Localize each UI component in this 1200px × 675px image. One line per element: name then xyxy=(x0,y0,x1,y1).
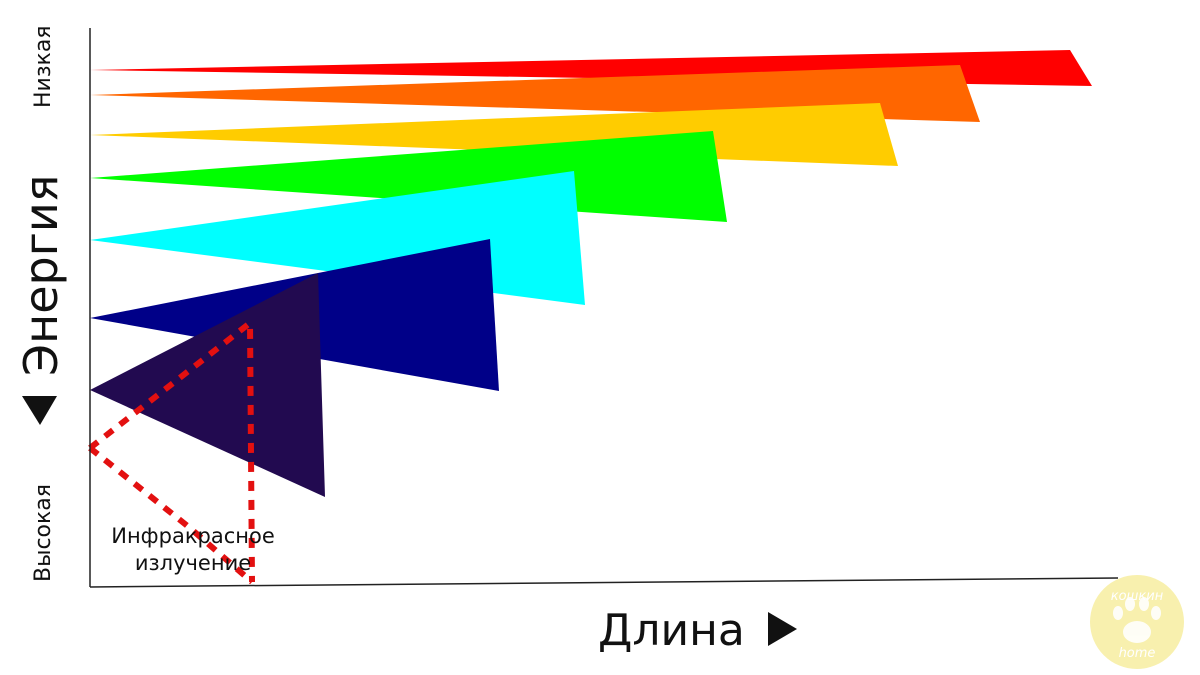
y-axis-title: Энергия xyxy=(14,175,68,376)
beams xyxy=(90,50,1092,497)
y-axis-bottom-label: Высокая xyxy=(31,484,56,582)
watermark-text-top: кошкин xyxy=(1111,589,1164,604)
paw-icon xyxy=(1113,597,1161,643)
axes xyxy=(89,28,1119,588)
beam-orange xyxy=(90,65,980,122)
infrared-label-line1: Инфракрасное xyxy=(111,524,275,548)
length-arrow-icon xyxy=(768,612,797,646)
x-axis xyxy=(89,577,1119,588)
watermark: кошкин home xyxy=(1090,575,1184,669)
x-axis-title: Длина xyxy=(598,605,745,656)
y-axis-top-label: Низкая xyxy=(31,25,56,108)
infrared-outline xyxy=(88,316,255,585)
infrared-dashed-line xyxy=(88,445,254,585)
infrared-label-line2: излучение xyxy=(135,551,251,575)
beam-violet xyxy=(90,273,325,497)
energy-arrow-icon xyxy=(22,396,57,425)
watermark-text-bottom: home xyxy=(1119,646,1156,661)
